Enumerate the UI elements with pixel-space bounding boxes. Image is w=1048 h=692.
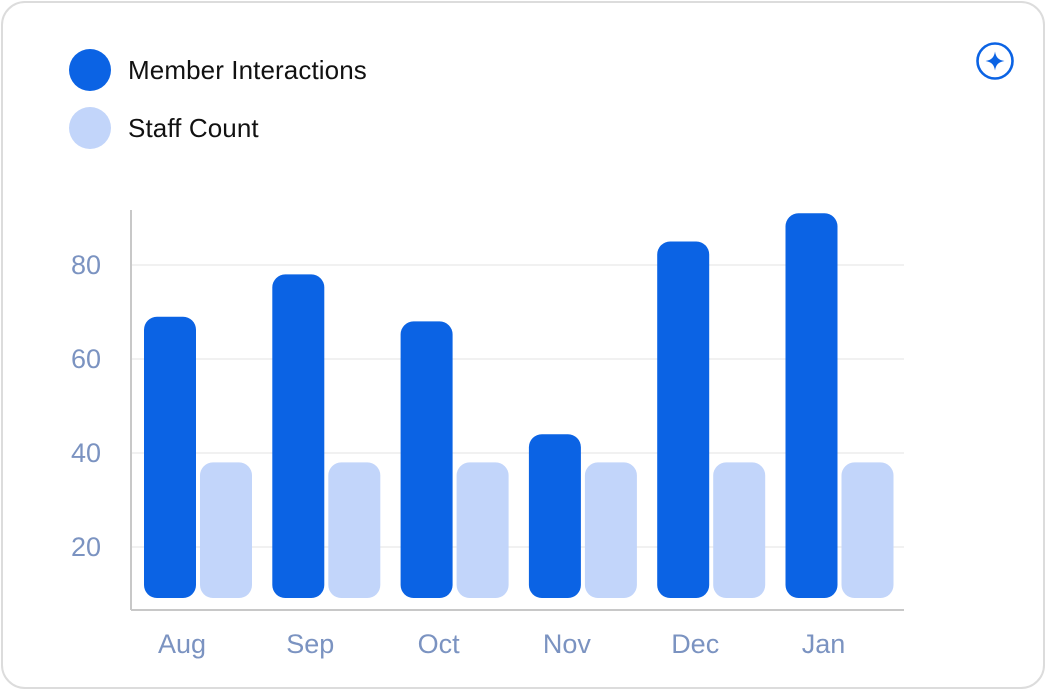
bar-member-interactions-dec bbox=[657, 241, 710, 598]
legend-label-member-interactions: Member Interactions bbox=[128, 54, 367, 85]
bar-staff-count-jan bbox=[841, 462, 894, 598]
chart-legend: Member Interactions Staff Count bbox=[69, 49, 367, 165]
bar-staff-count-sep bbox=[328, 462, 381, 598]
bar-staff-count-aug bbox=[200, 462, 252, 598]
bar-member-interactions-aug bbox=[144, 316, 196, 598]
bar-member-interactions-oct bbox=[400, 321, 453, 598]
x-tick-label-sep: Sep bbox=[286, 629, 334, 659]
sparkle-button[interactable] bbox=[975, 41, 1015, 81]
legend-label-staff-count: Staff Count bbox=[128, 112, 259, 143]
legend-swatch-member-interactions bbox=[69, 49, 111, 91]
bar-staff-count-nov bbox=[584, 462, 637, 598]
legend-swatch-staff-count bbox=[69, 107, 111, 149]
y-tick-label-20: 20 bbox=[71, 532, 101, 562]
bar-staff-count-dec bbox=[713, 462, 766, 598]
x-tick-label-oct: Oct bbox=[418, 629, 461, 659]
legend-item-member-interactions: Member Interactions bbox=[69, 49, 367, 91]
bar-staff-count-oct bbox=[456, 462, 509, 598]
bar-member-interactions-nov bbox=[528, 434, 581, 598]
x-tick-label-dec: Dec bbox=[671, 629, 719, 659]
bar-member-interactions-jan bbox=[785, 213, 838, 599]
sparkle-icon bbox=[976, 42, 1014, 80]
x-tick-label-nov: Nov bbox=[543, 629, 592, 659]
x-tick-label-aug: Aug bbox=[158, 629, 206, 659]
legend-item-staff-count: Staff Count bbox=[69, 107, 367, 149]
y-tick-label-80: 80 bbox=[71, 250, 101, 280]
x-tick-label-jan: Jan bbox=[802, 629, 846, 659]
y-tick-label-40: 40 bbox=[71, 438, 101, 468]
y-tick-label-60: 60 bbox=[71, 344, 101, 374]
bar-member-interactions-sep bbox=[272, 274, 325, 598]
